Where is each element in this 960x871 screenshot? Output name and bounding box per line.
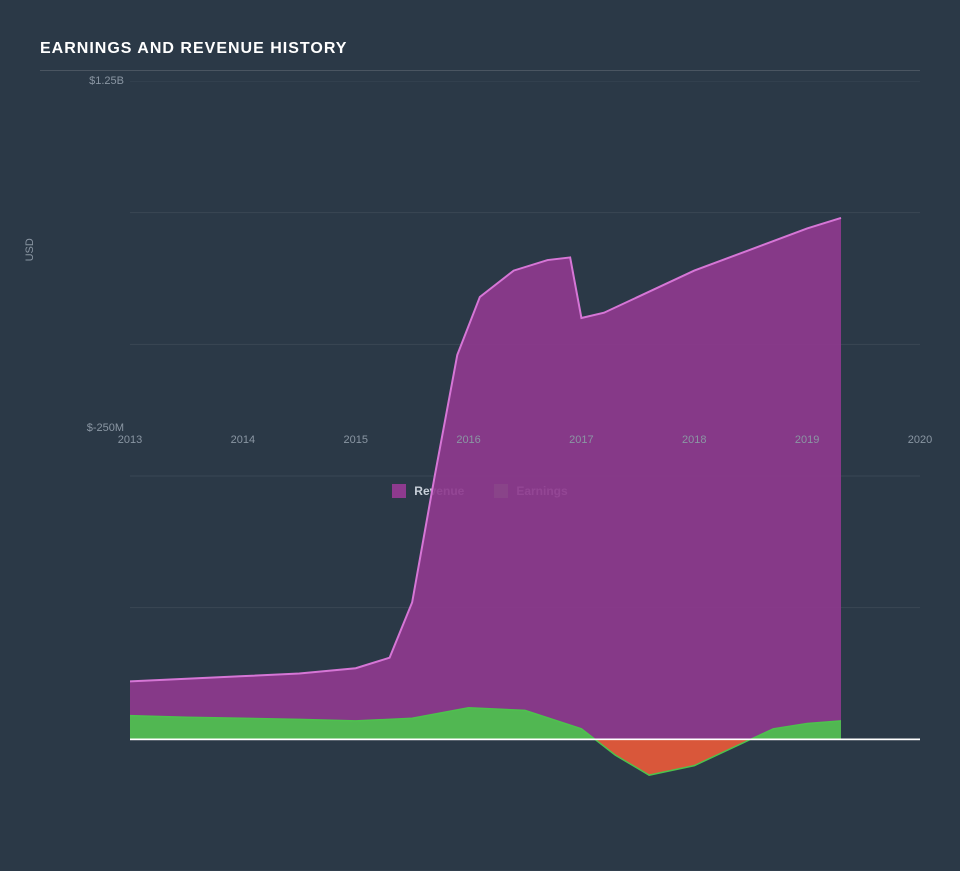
x-tick-label: 2014 xyxy=(231,434,255,446)
x-tick-label: 2018 xyxy=(682,434,706,446)
chart-container: EARNINGS AND REVENUE HISTORY USD $1.25B$… xyxy=(0,0,960,522)
chart-inner: $1.25B$-250M 201320142015201620172018201… xyxy=(60,81,920,452)
chart-body: USD $1.25B$-250M 20132014201520162017201… xyxy=(40,81,920,452)
x-tick-label: 2013 xyxy=(118,434,142,446)
plot-area: $1.25B$-250M 201320142015201620172018201… xyxy=(130,81,920,428)
x-tick-label: 2015 xyxy=(343,434,367,446)
y-tick-label: $-250M xyxy=(87,422,130,434)
x-tick-label: 2016 xyxy=(456,434,480,446)
y-axis-label: USD xyxy=(24,238,36,261)
x-tick-label: 2020 xyxy=(908,434,932,446)
chart-svg xyxy=(130,81,920,871)
x-tick-label: 2017 xyxy=(569,434,593,446)
y-tick-label: $1.25B xyxy=(89,75,130,87)
x-tick-label: 2019 xyxy=(795,434,819,446)
chart-title: EARNINGS AND REVENUE HISTORY xyxy=(40,40,920,71)
